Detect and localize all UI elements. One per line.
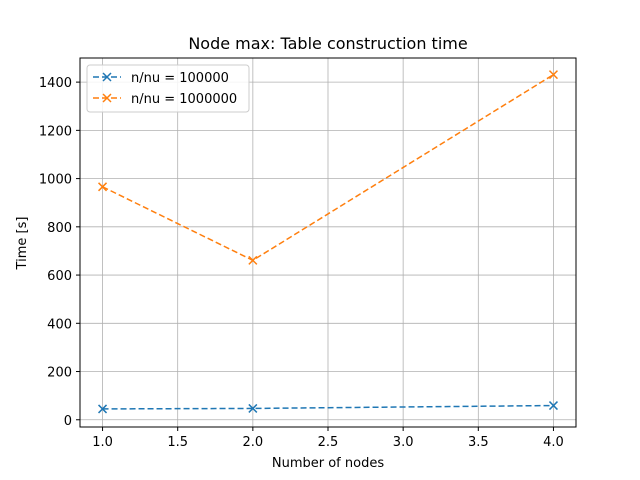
data-point — [248, 255, 258, 265]
legend: n/nu = 100000 n/nu = 1000000 — [86, 64, 250, 113]
x-tick-label: 1.5 — [167, 435, 188, 450]
legend-box — [86, 64, 250, 113]
legend-label: n/nu = 100000 — [131, 71, 229, 86]
x-tick-label: 3.0 — [393, 435, 414, 450]
x-tick-label: 1.0 — [92, 435, 113, 450]
legend-item: n/nu = 100000 — [93, 71, 229, 86]
x-tick-label: 4.0 — [543, 435, 564, 450]
legend-marker — [102, 93, 112, 103]
x-axis-ticks: 1.0 1.5 2.0 2.5 3.0 3.5 4.0 — [92, 427, 564, 450]
chart-title: Node max: Table construction time — [188, 34, 467, 53]
y-axis-label: Time [s] — [15, 217, 30, 271]
y-tick-label: 600 — [47, 269, 72, 284]
x-tick-label: 2.5 — [318, 435, 339, 450]
series-1 — [98, 401, 558, 414]
grid — [80, 58, 576, 427]
y-tick-label: 1000 — [39, 173, 72, 188]
x-tick-label: 2.0 — [243, 435, 264, 450]
x-tick-label: 3.5 — [468, 435, 489, 450]
data-point — [548, 401, 558, 411]
y-tick-label: 400 — [47, 317, 72, 332]
y-tick-label: 200 — [47, 366, 72, 381]
data-point — [248, 403, 258, 413]
y-tick-label: 0 — [64, 414, 72, 429]
legend-marker — [102, 72, 112, 82]
legend-item: n/nu = 1000000 — [93, 92, 237, 107]
legend-label: n/nu = 1000000 — [131, 92, 237, 107]
series-2 — [98, 70, 558, 265]
y-tick-label: 1200 — [39, 124, 72, 139]
data-point — [548, 70, 558, 80]
data-point — [98, 182, 108, 192]
y-tick-label: 800 — [47, 221, 72, 236]
y-tick-label: 1400 — [39, 76, 72, 91]
y-axis-ticks: 0 200 400 600 800 1000 1200 1400 — [39, 76, 80, 429]
x-axis-label: Number of nodes — [272, 456, 384, 471]
data-point — [98, 404, 108, 414]
series-layer — [98, 70, 558, 414]
series-line — [102, 404, 554, 410]
